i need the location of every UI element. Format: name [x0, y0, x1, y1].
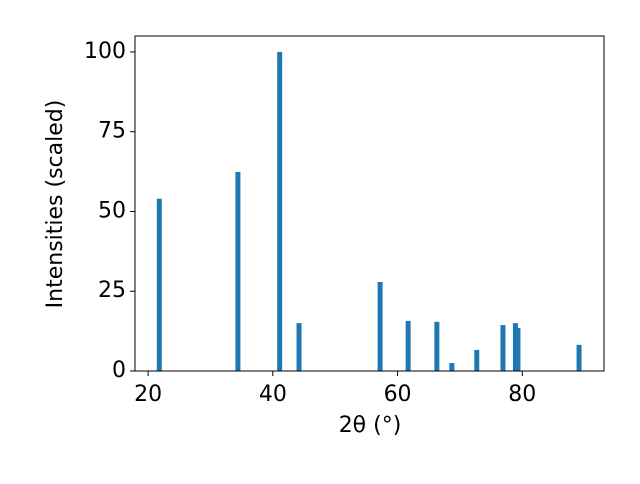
- bar: [434, 321, 440, 371]
- y-tick-label: 25: [98, 278, 126, 303]
- y-tick-label: 50: [98, 198, 126, 223]
- y-tick-label: 0: [112, 358, 126, 383]
- bar: [156, 198, 162, 371]
- x-tick-label: 60: [384, 382, 412, 407]
- bar: [474, 349, 480, 371]
- x-tick-label: 40: [259, 382, 287, 407]
- y-axis-label: Intensities (scaled): [43, 100, 68, 309]
- bar: [500, 325, 506, 371]
- x-tick-label: 20: [134, 382, 162, 407]
- bar: [576, 344, 582, 371]
- bar: [405, 320, 411, 371]
- bar: [449, 363, 455, 371]
- bar: [277, 51, 283, 371]
- y-tick-label: 100: [84, 39, 126, 64]
- x-axis-label: 2θ (°): [339, 413, 402, 438]
- bar: [296, 323, 302, 371]
- plot-frame: [134, 35, 605, 372]
- bar: [377, 281, 383, 371]
- y-tick-label: 75: [98, 119, 126, 144]
- bar: [235, 171, 241, 371]
- bar: [515, 327, 521, 371]
- x-tick-label: 80: [508, 382, 536, 407]
